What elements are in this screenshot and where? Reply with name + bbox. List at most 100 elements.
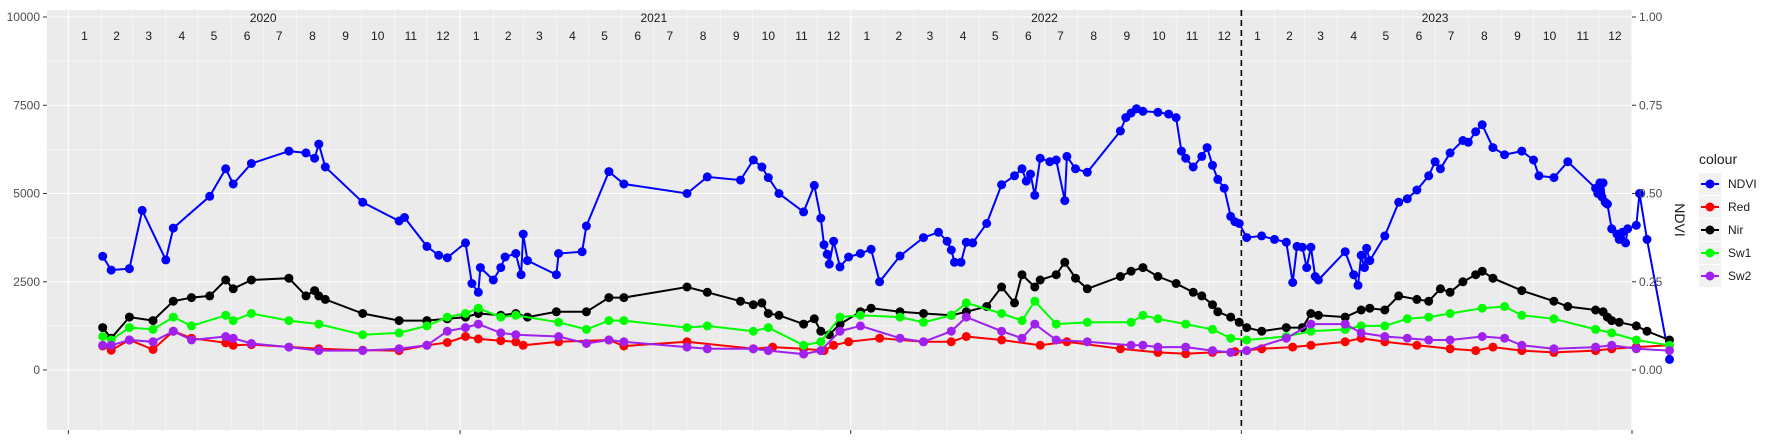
data-point-sw1 [314, 319, 324, 329]
data-point-sw2 [1242, 346, 1252, 356]
data-point-nir [1035, 275, 1045, 285]
data-point-ndvi [1424, 171, 1434, 181]
data-point-ndvi [246, 159, 256, 168]
data-point-ndvi [1208, 160, 1217, 170]
data-point-nir [581, 307, 591, 317]
data-point-sw2 [702, 344, 712, 354]
data-point-sw1 [1591, 324, 1601, 334]
data-point-ndvi [284, 146, 294, 156]
month-label: 2 [505, 29, 512, 43]
data-point-sw2 [1517, 340, 1527, 350]
data-point-nir [1213, 307, 1223, 317]
month-label: 3 [927, 29, 934, 43]
data-point-ndvi [518, 229, 528, 239]
data-point-ndvi [1281, 237, 1291, 247]
data-point-sw2 [895, 333, 905, 343]
legend-item-red: Red [1699, 196, 1750, 218]
data-point-sw1 [1402, 314, 1412, 324]
data-point-ndvi [702, 172, 712, 182]
data-point-red [473, 334, 483, 344]
data-point-red [1035, 340, 1045, 350]
data-point-sw1 [1424, 312, 1434, 322]
month-label: 10 [371, 29, 385, 43]
data-point-nir [748, 300, 758, 310]
month-label: 10 [1543, 29, 1557, 43]
data-point-sw1 [1051, 319, 1061, 329]
month-label: 11 [1186, 29, 1199, 43]
data-point-red [875, 333, 885, 343]
data-point-sw1 [1181, 319, 1191, 329]
data-point-ndvi [1517, 146, 1527, 156]
data-point-ndvi [1445, 148, 1455, 158]
data-point-nir [1030, 282, 1040, 292]
data-point-sw1 [1126, 317, 1136, 327]
month-label: 1 [1254, 29, 1261, 43]
data-point-sw1 [124, 323, 134, 333]
data-point-ndvi [1359, 263, 1369, 273]
series-ndvi [98, 104, 1674, 364]
data-point-nir [1394, 291, 1404, 301]
data-point-ndvi [137, 205, 147, 215]
month-label: 11 [795, 29, 808, 43]
data-point-sw2 [1591, 342, 1601, 352]
data-point-sw1 [98, 332, 108, 341]
data-point-sw2 [919, 337, 928, 347]
legend-label: Nir [1728, 223, 1743, 237]
data-point-sw1 [246, 309, 256, 318]
data-point-sw1 [855, 310, 865, 320]
data-point-ndvi [98, 251, 108, 261]
data-point-sw2 [1138, 340, 1148, 350]
data-point-ndvi [581, 221, 591, 231]
data-point-sw1 [461, 309, 470, 318]
data-point-nir [1445, 287, 1455, 297]
data-point-sw2 [1030, 319, 1040, 329]
month-label: 5 [1383, 29, 1390, 43]
data-point-ndvi [942, 236, 952, 246]
month-label: 9 [1514, 29, 1521, 43]
data-point-sw2 [124, 335, 134, 345]
data-point-sw1 [702, 321, 712, 331]
month-label: 10 [1152, 29, 1166, 43]
data-point-ndvi [822, 249, 832, 259]
data-point-ndvi [1202, 143, 1212, 153]
data-point-sw2 [1281, 333, 1291, 343]
data-point-ndvi [1435, 164, 1445, 174]
data-point-sw2 [1549, 344, 1559, 354]
data-point-sw1 [1445, 309, 1455, 318]
data-point-sw2 [496, 328, 506, 338]
series-sw2 [98, 312, 1674, 359]
data-point-sw2 [604, 335, 614, 345]
data-point-red [844, 337, 854, 347]
data-point-ndvi [604, 167, 614, 177]
year-label: 2022 [1031, 11, 1058, 25]
month-label: 2 [896, 29, 903, 43]
month-label: 8 [1090, 29, 1097, 43]
y2-tick-label: 0.50 [1639, 187, 1663, 201]
legend-label: Sw1 [1728, 246, 1752, 260]
y-tick-label: 7500 [13, 98, 40, 112]
data-point-sw2 [461, 323, 470, 333]
data-point-ndvi [956, 257, 966, 267]
data-point-ndvi [835, 262, 845, 272]
data-point-ndvi [1621, 238, 1631, 248]
data-point-ndvi [310, 153, 320, 163]
data-point-sw1 [1138, 310, 1148, 320]
data-point-ndvi [106, 265, 116, 275]
data-point-ndvi [1197, 151, 1207, 161]
data-point-nir [1188, 287, 1198, 297]
y2-tick-label: 0.25 [1639, 275, 1663, 289]
data-point-sw1 [961, 298, 971, 308]
data-point-ndvi [619, 179, 629, 189]
month-label: 1 [473, 29, 480, 43]
y-axis-right: 0.00 0.25 0.50 0.75 1.00 [1632, 10, 1663, 377]
data-point-ndvi [946, 245, 956, 255]
month-label: 6 [1025, 29, 1032, 43]
data-point-sw1 [682, 323, 692, 333]
data-point-ndvi [442, 253, 452, 263]
data-point-ndvi [554, 249, 564, 258]
data-point-ndvi [1394, 197, 1404, 207]
month-label: 7 [276, 29, 283, 43]
y2-tick-label: 0.00 [1639, 363, 1663, 377]
data-point-sw2 [1340, 319, 1350, 329]
legend-item-nir: Nir [1699, 219, 1743, 241]
